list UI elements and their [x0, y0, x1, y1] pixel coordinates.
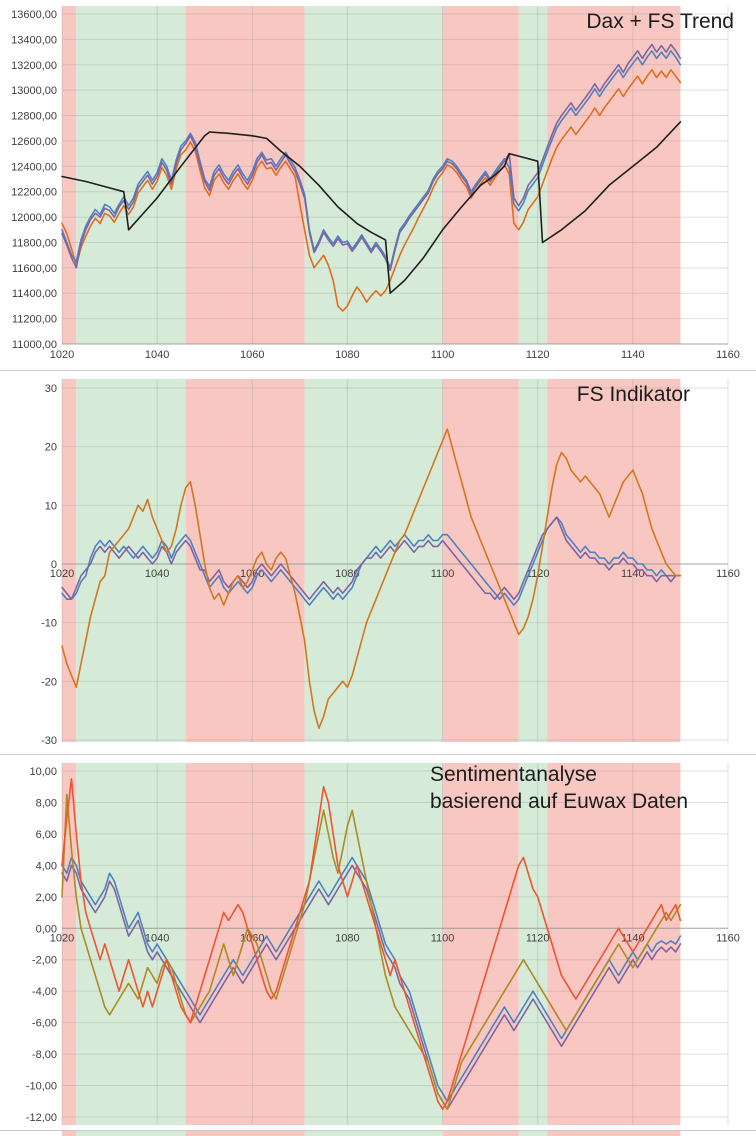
svg-text:-6,00: -6,00: [32, 1018, 57, 1030]
svg-text:13600,00: 13600,00: [11, 9, 57, 21]
dax-fs-trend-chart-canvas: 13600,00 13400,00 13200,00 13000,00 12800,00…: [11, 6, 740, 361]
svg-text:10: 10: [45, 500, 57, 512]
svg-text:1040: 1040: [145, 568, 169, 580]
svg-text:11800,00: 11800,00: [12, 237, 57, 249]
svg-text:0,00: 0,00: [36, 923, 57, 935]
svg-text:1020: 1020: [50, 568, 74, 580]
svg-text:12200,00: 12200,00: [11, 187, 57, 199]
chart-title-sentiment-line1: Sentimentanalyse: [430, 763, 597, 786]
svg-text:1160: 1160: [716, 568, 740, 580]
svg-text:1140: 1140: [621, 349, 645, 361]
svg-text:6,00: 6,00: [36, 829, 57, 841]
svg-text:12600,00: 12600,00: [11, 136, 57, 148]
svg-text:1040: 1040: [145, 932, 169, 944]
svg-text:0: 0: [51, 559, 57, 571]
svg-text:12400,00: 12400,00: [11, 161, 57, 173]
svg-text:11000,00: 11000,00: [12, 339, 57, 351]
svg-text:2,00: 2,00: [36, 892, 57, 904]
svg-text:1080: 1080: [335, 349, 359, 361]
svg-text:12000,00: 12000,00: [11, 212, 57, 224]
svg-text:1140: 1140: [621, 568, 645, 580]
svg-text:1020: 1020: [50, 932, 74, 944]
svg-text:13000,00: 13000,00: [11, 85, 57, 97]
svg-text:20: 20: [45, 442, 57, 454]
svg-text:-20: -20: [41, 676, 57, 688]
chart-panel-fs-indikator: 30 20 10 0 -10 -20 -30 1020 1040 1060 1080 1100 1120…: [0, 371, 756, 755]
svg-text:1020: 1020: [50, 349, 74, 361]
chart-panel-sentiment: 10,00 8,00 6,00 4,00 2,00 0,00 -2,00 -4,00 -6,00…: [0, 755, 756, 1130]
svg-text:-30: -30: [41, 735, 57, 747]
svg-text:-10: -10: [41, 618, 57, 630]
svg-text:10,00: 10,00: [29, 766, 57, 778]
svg-text:1040: 1040: [145, 349, 169, 361]
chart-title-dax-fs-trend: Dax + FS Trend: [586, 10, 734, 33]
svg-text:1100: 1100: [431, 568, 455, 580]
chart-title-fs-indikator: FS Indikator: [576, 383, 690, 406]
svg-text:11600,00: 11600,00: [12, 263, 57, 275]
svg-text:4,00: 4,00: [36, 860, 57, 872]
svg-text:8,00: 8,00: [36, 797, 57, 809]
svg-text:1100: 1100: [431, 349, 455, 361]
svg-text:1080: 1080: [335, 932, 359, 944]
svg-text:11400,00: 11400,00: [12, 288, 57, 300]
svg-text:-4,00: -4,00: [32, 986, 57, 998]
svg-text:30: 30: [45, 383, 57, 395]
svg-text:12800,00: 12800,00: [11, 111, 57, 123]
chart-panel-dax-fs-trend: 13600,00 13400,00 13200,00 13000,00 12800,00…: [0, 0, 756, 371]
svg-text:1160: 1160: [716, 932, 740, 944]
chart-panel-partial: [0, 1130, 756, 1136]
svg-text:13200,00: 13200,00: [11, 60, 57, 72]
chart-title-sentiment: Sentimentanalyse basierend auf Euwax Dat…: [430, 761, 688, 815]
svg-text:13400,00: 13400,00: [11, 34, 57, 46]
partial-chart-canvas: [62, 1131, 681, 1136]
svg-text:1120: 1120: [526, 349, 550, 361]
svg-text:11200,00: 11200,00: [12, 314, 57, 326]
svg-text:-10,00: -10,00: [26, 1081, 57, 1093]
svg-text:1120: 1120: [526, 932, 550, 944]
chart-title-sentiment-line2: basierend auf Euwax Daten: [430, 790, 688, 813]
svg-text:1160: 1160: [716, 349, 740, 361]
sentiment-chart-canvas: 10,00 8,00 6,00 4,00 2,00 0,00 -2,00 -4,00 -6,00…: [26, 763, 740, 1125]
svg-text:1060: 1060: [240, 349, 264, 361]
svg-text:1100: 1100: [431, 932, 455, 944]
svg-text:-12,00: -12,00: [26, 1112, 57, 1124]
svg-text:1060: 1060: [240, 568, 264, 580]
svg-text:-8,00: -8,00: [32, 1049, 57, 1061]
svg-text:-2,00: -2,00: [32, 955, 57, 967]
